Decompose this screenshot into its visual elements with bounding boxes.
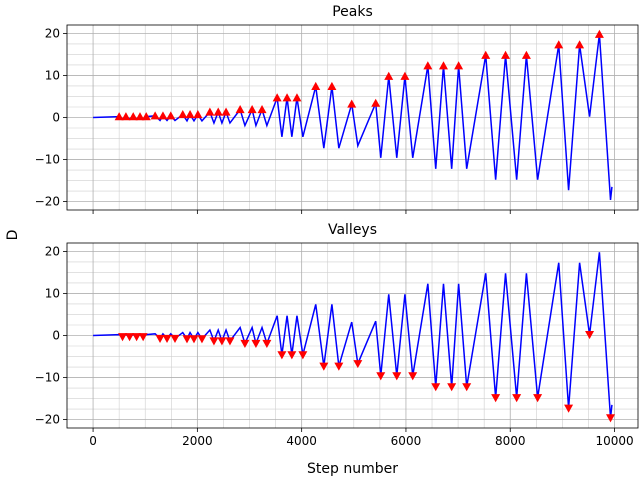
- peak-marker: [311, 81, 321, 90]
- peak-marker: [554, 40, 564, 49]
- peak-marker: [481, 50, 491, 59]
- y-tick-label: 0: [52, 111, 60, 125]
- valley-marker: [189, 335, 199, 344]
- peak-marker: [178, 110, 188, 119]
- y-tick-label: −10: [35, 371, 60, 385]
- peak-marker: [594, 29, 604, 38]
- valley-marker: [585, 331, 595, 340]
- valley-marker: [197, 335, 207, 344]
- valley-marker: [606, 414, 616, 423]
- valley-marker: [138, 333, 148, 342]
- valley-marker: [319, 362, 329, 371]
- peak-marker: [371, 98, 381, 107]
- valley-marker: [182, 335, 192, 344]
- valley-marker: [170, 334, 180, 343]
- x-tick-label: 4000: [286, 434, 317, 448]
- valley-marker: [125, 333, 135, 342]
- valley-marker: [334, 362, 344, 371]
- peak-marker: [193, 110, 203, 119]
- valley-marker: [353, 360, 363, 369]
- axes-frame: [66, 242, 639, 429]
- valley-marker: [277, 351, 287, 360]
- valley-marker: [217, 337, 227, 346]
- peak-marker: [327, 81, 337, 90]
- peak-marker: [128, 112, 138, 121]
- peak-marker: [438, 61, 448, 70]
- valley-marker: [491, 394, 501, 403]
- peak-marker: [501, 50, 511, 59]
- valley-marker: [155, 334, 165, 343]
- peak-marker: [282, 93, 292, 102]
- peak-marker: [521, 50, 531, 59]
- y-tick-label: 10: [45, 286, 60, 300]
- valley-marker: [447, 383, 457, 392]
- peak-marker: [575, 40, 585, 49]
- peak-marker: [205, 107, 215, 116]
- peak-marker: [121, 112, 131, 121]
- peak-marker: [158, 111, 168, 120]
- valley-marker: [132, 333, 142, 342]
- peak-marker: [141, 112, 151, 121]
- y-tick-label: 20: [45, 26, 60, 40]
- y-tick-label: −10: [35, 153, 60, 167]
- peak-marker: [114, 112, 124, 121]
- subplot-title: Peaks: [332, 4, 373, 20]
- valley-marker: [431, 383, 441, 392]
- peak-marker: [454, 61, 464, 70]
- peak-marker: [400, 71, 410, 80]
- y-tick-label: 0: [52, 329, 60, 343]
- valley-marker: [564, 404, 574, 413]
- peak-marker: [384, 71, 394, 80]
- peak-marker: [166, 111, 176, 120]
- valley-marker: [376, 372, 386, 381]
- valley-marker: [240, 339, 250, 348]
- axes-frame: [66, 24, 639, 211]
- subplot-title: Valleys: [328, 222, 377, 238]
- peak-marker: [213, 107, 223, 116]
- peak-marker: [292, 93, 302, 102]
- x-tick-label: 10000: [595, 434, 633, 448]
- peak-marker: [150, 111, 160, 120]
- valley-marker: [118, 333, 128, 342]
- peak-marker: [247, 105, 257, 114]
- x-tick-label: 2000: [182, 434, 213, 448]
- peak-marker: [135, 112, 145, 121]
- x-tick-label: 0: [89, 434, 97, 448]
- peak-marker: [347, 99, 357, 108]
- peak-marker: [221, 107, 231, 116]
- peak-marker: [235, 105, 245, 114]
- y-tick-label: 10: [45, 68, 60, 82]
- valley-marker: [298, 351, 308, 360]
- valley-marker: [262, 339, 272, 348]
- peak-marker: [272, 93, 282, 102]
- valley-marker: [225, 337, 235, 346]
- y-tick-label: −20: [35, 195, 60, 209]
- peak-marker: [423, 61, 433, 70]
- x-tick-label: 8000: [495, 434, 526, 448]
- peak-marker: [257, 105, 267, 114]
- y-tick-label: −20: [35, 413, 60, 427]
- y-tick-label: 20: [45, 244, 60, 258]
- valley-marker: [408, 372, 418, 381]
- valley-marker: [512, 394, 522, 403]
- x-tick-label: 6000: [391, 434, 422, 448]
- valley-marker: [251, 339, 261, 348]
- y-axis-label: D: [5, 230, 21, 241]
- valley-marker: [392, 372, 402, 381]
- valley-marker: [533, 394, 543, 403]
- valley-marker: [162, 334, 172, 343]
- valley-marker: [287, 351, 297, 360]
- x-axis-label: Step number: [307, 461, 398, 477]
- peak-marker: [185, 110, 195, 119]
- valley-marker: [462, 383, 472, 392]
- valley-marker: [209, 337, 219, 346]
